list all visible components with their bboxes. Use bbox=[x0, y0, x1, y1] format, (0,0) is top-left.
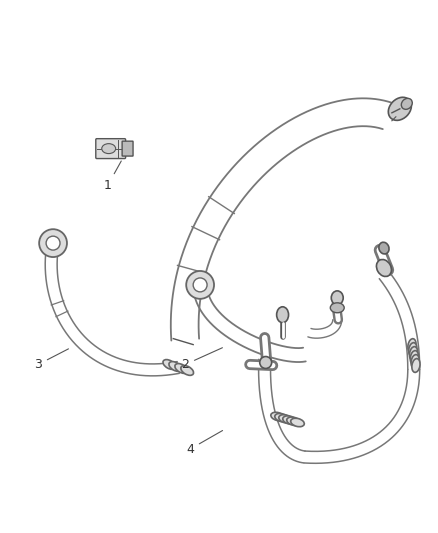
Circle shape bbox=[46, 236, 60, 250]
Circle shape bbox=[39, 229, 67, 257]
Ellipse shape bbox=[102, 144, 116, 154]
Ellipse shape bbox=[175, 364, 187, 373]
FancyBboxPatch shape bbox=[96, 139, 126, 158]
Ellipse shape bbox=[169, 361, 182, 372]
Ellipse shape bbox=[410, 351, 418, 365]
Ellipse shape bbox=[412, 359, 420, 373]
Ellipse shape bbox=[330, 303, 344, 313]
Circle shape bbox=[193, 278, 207, 292]
Ellipse shape bbox=[409, 343, 417, 357]
Text: 2: 2 bbox=[181, 348, 223, 371]
Ellipse shape bbox=[275, 414, 288, 422]
Ellipse shape bbox=[331, 291, 343, 305]
Ellipse shape bbox=[181, 366, 194, 375]
Text: 4: 4 bbox=[186, 431, 223, 456]
Ellipse shape bbox=[283, 416, 297, 424]
Ellipse shape bbox=[163, 360, 176, 369]
Ellipse shape bbox=[277, 307, 289, 322]
Ellipse shape bbox=[376, 260, 392, 277]
Ellipse shape bbox=[408, 338, 416, 352]
Ellipse shape bbox=[291, 418, 304, 427]
Text: 3: 3 bbox=[34, 349, 68, 371]
Ellipse shape bbox=[410, 346, 418, 360]
Ellipse shape bbox=[279, 415, 293, 423]
FancyBboxPatch shape bbox=[122, 141, 133, 156]
Ellipse shape bbox=[389, 98, 411, 120]
Ellipse shape bbox=[401, 99, 412, 109]
Ellipse shape bbox=[271, 412, 284, 421]
Ellipse shape bbox=[379, 242, 389, 254]
Ellipse shape bbox=[287, 417, 300, 425]
Text: 1: 1 bbox=[104, 161, 121, 192]
Ellipse shape bbox=[411, 354, 419, 368]
Ellipse shape bbox=[260, 357, 272, 368]
Circle shape bbox=[186, 271, 214, 299]
